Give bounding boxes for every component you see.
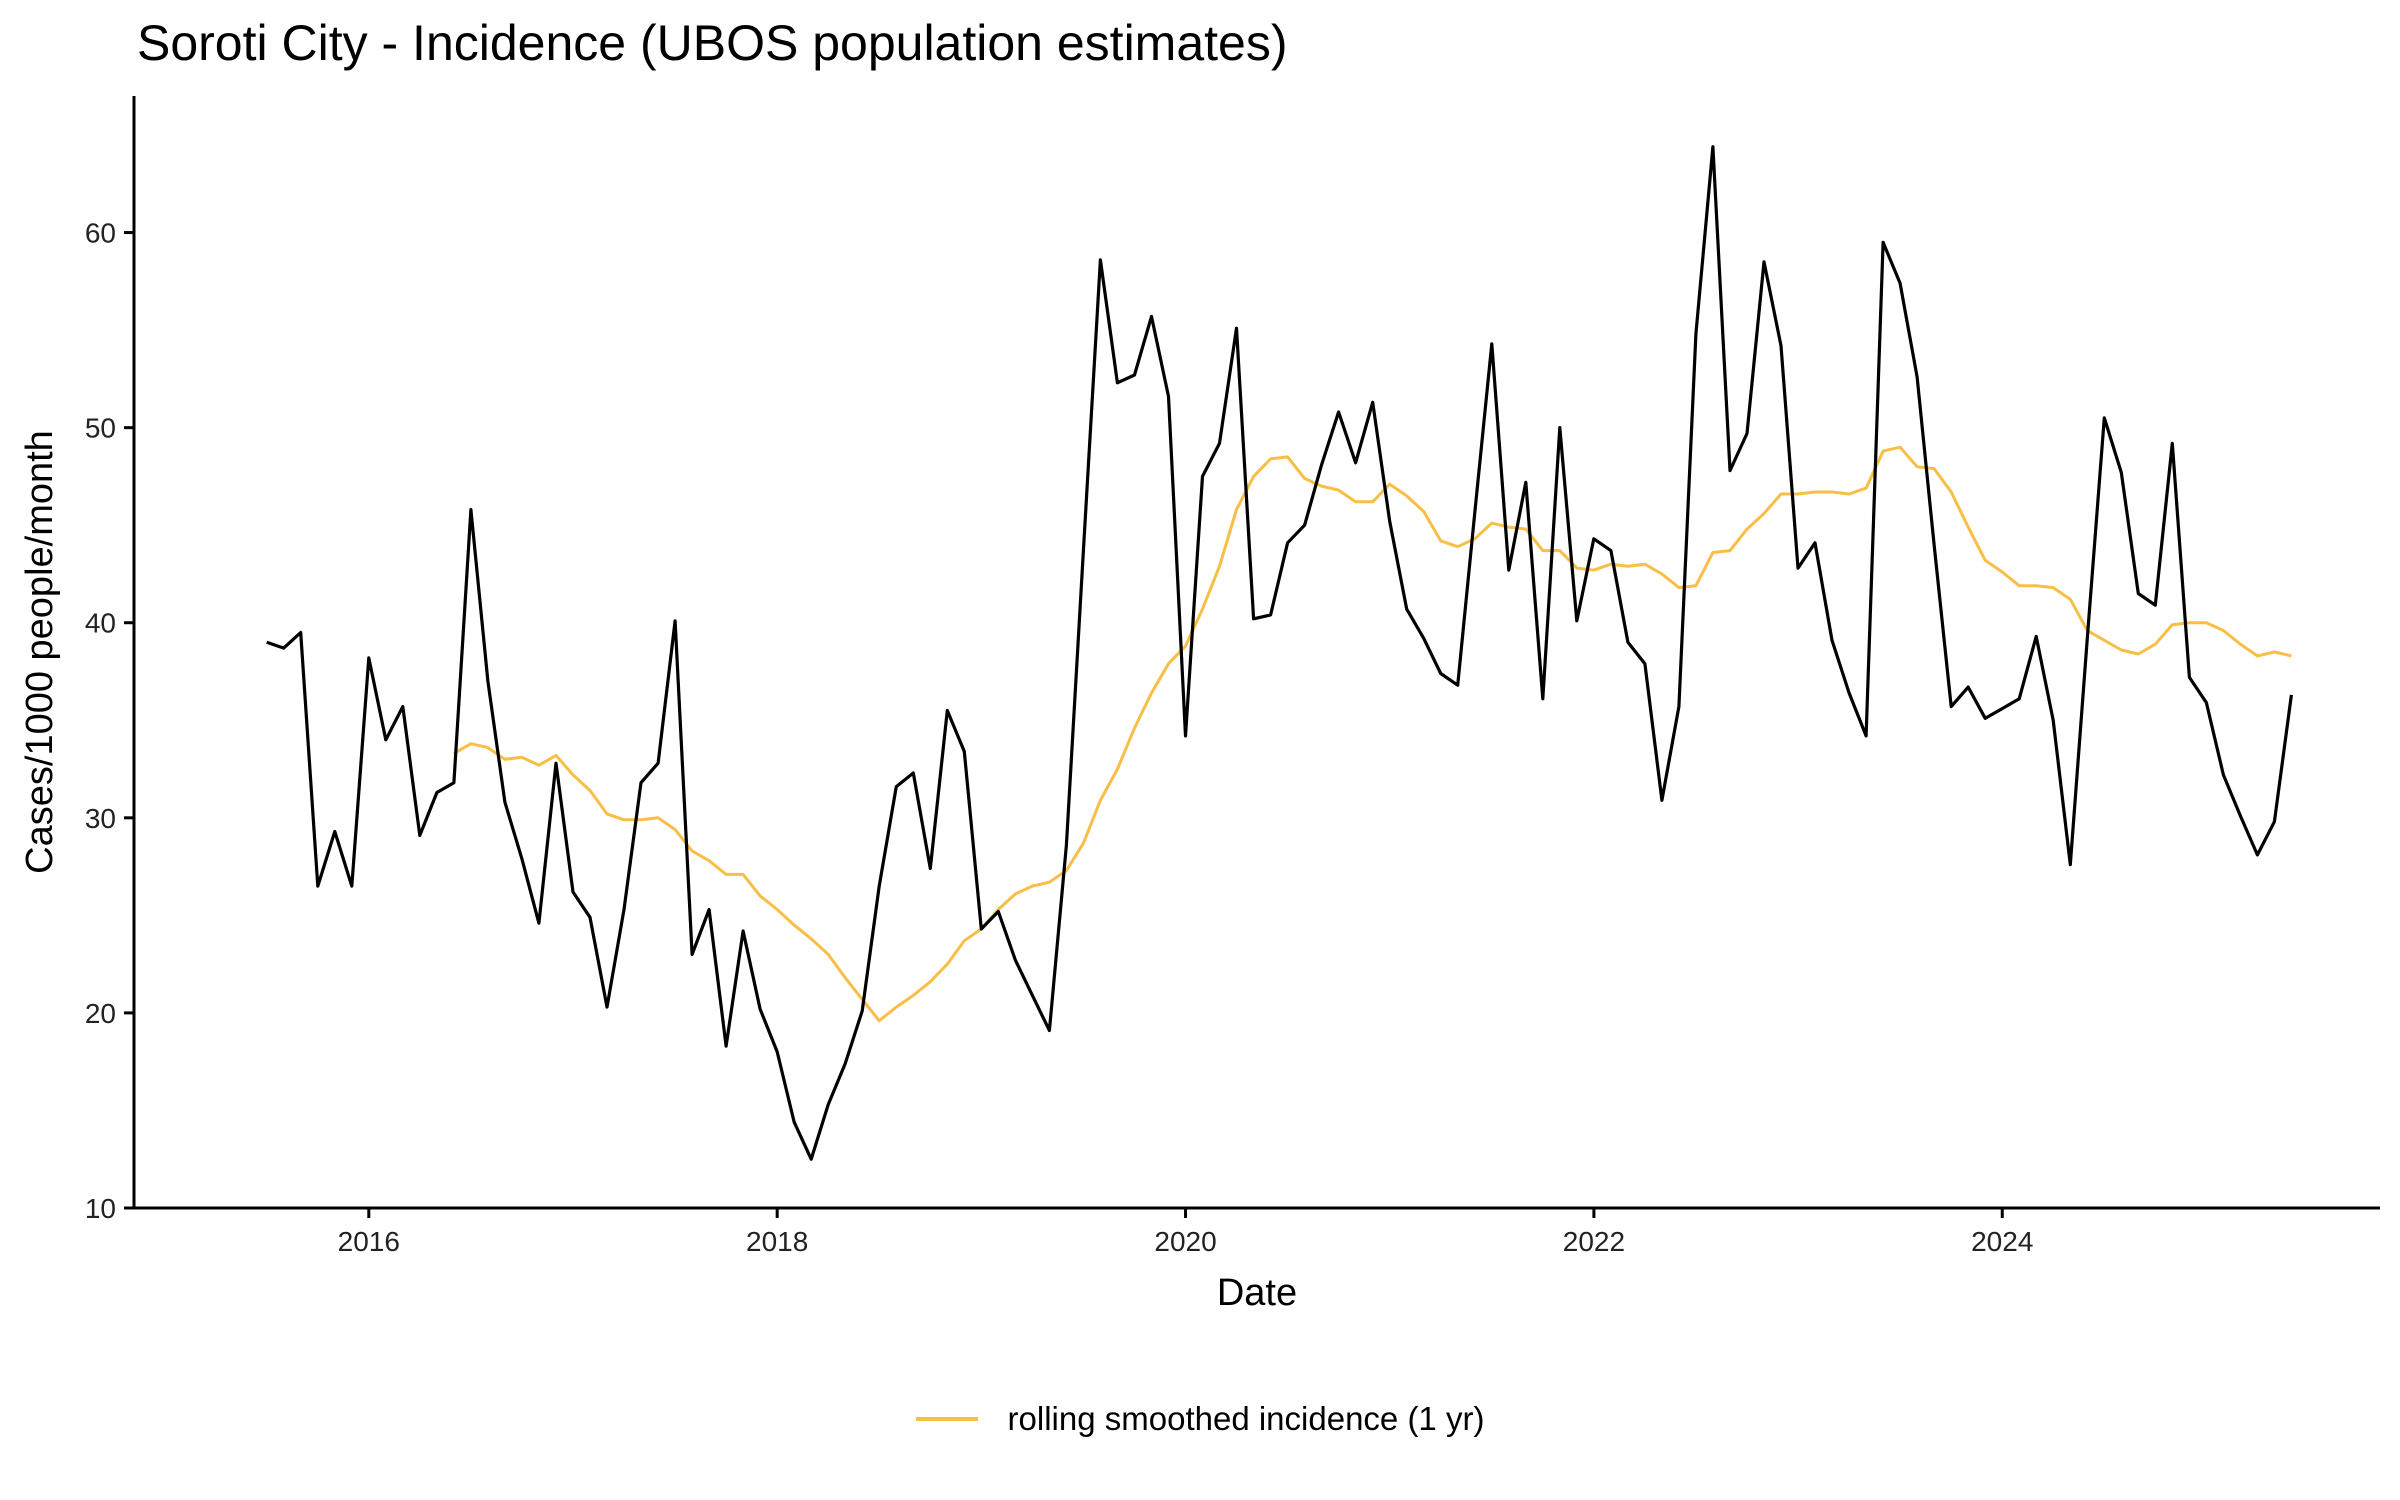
series-layer bbox=[266, 145, 2293, 1161]
x-tick-label: 2016 bbox=[338, 1226, 400, 1257]
ticks-layer: 2016 2018 2020 2022 2024 10 20 30 40 50 60 bbox=[85, 218, 2034, 1257]
rolling-series-line bbox=[453, 445, 2292, 1023]
x-axis-label: Date bbox=[1217, 1272, 1297, 1314]
y-tick-label: 50 bbox=[85, 413, 116, 444]
incidence-series-line bbox=[266, 145, 2293, 1161]
x-tick-label: 2024 bbox=[1971, 1226, 2033, 1257]
chart-title: Soroti City - Incidence (UBOS population… bbox=[137, 15, 1288, 71]
y-tick-label: 20 bbox=[85, 998, 116, 1029]
legend-label-rolling: rolling smoothed incidence (1 yr) bbox=[1007, 1400, 1485, 1437]
legend-swatch-rolling bbox=[915, 1417, 978, 1421]
x-tick-label: 2022 bbox=[1563, 1226, 1625, 1257]
legend: rolling smoothed incidence (1 yr) bbox=[0, 1400, 2400, 1438]
y-tick-label: 10 bbox=[85, 1193, 116, 1224]
x-tick-label: 2020 bbox=[1154, 1226, 1216, 1257]
x-tick-label: 2018 bbox=[746, 1226, 808, 1257]
y-tick-label: 40 bbox=[85, 608, 116, 639]
y-tick-label: 60 bbox=[85, 218, 116, 249]
y-axis-label: Cases/1000 people/month bbox=[19, 430, 61, 874]
y-tick-label: 30 bbox=[85, 803, 116, 834]
